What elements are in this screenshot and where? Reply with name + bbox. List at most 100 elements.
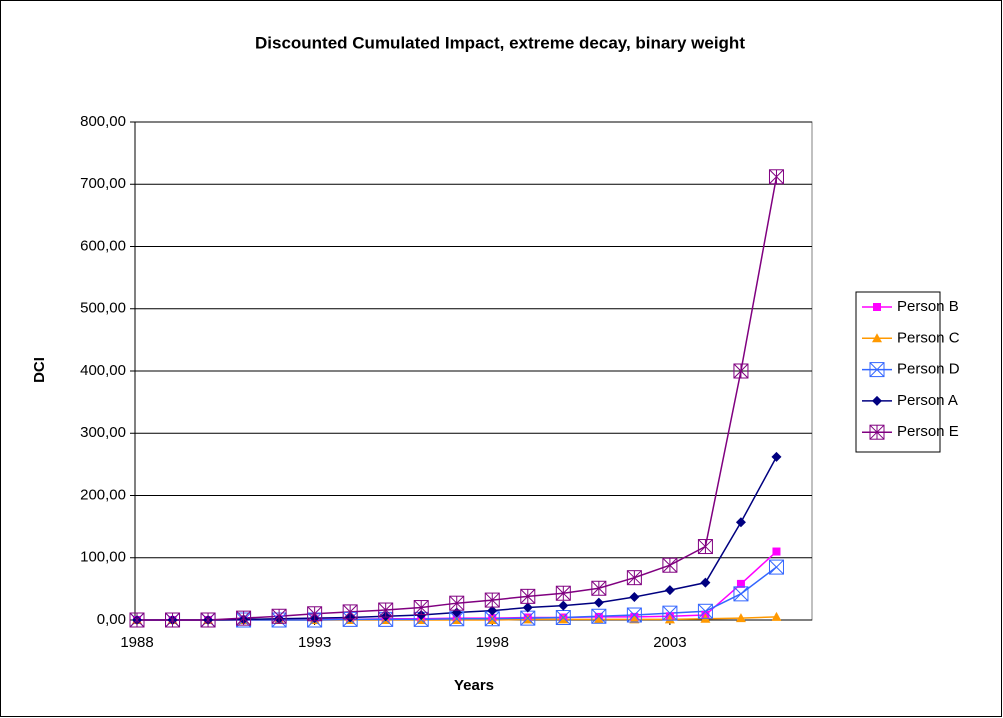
marker-shape	[700, 577, 711, 588]
marker	[768, 169, 784, 185]
marker	[558, 614, 569, 624]
marker-shape	[733, 363, 749, 379]
marker-shape	[342, 604, 358, 620]
marker	[593, 614, 604, 624]
marker-shape	[165, 612, 180, 628]
marker-shape	[591, 580, 607, 596]
marker-shape	[629, 614, 640, 624]
marker-shape	[200, 612, 216, 628]
marker-shape	[736, 579, 745, 588]
marker	[591, 608, 607, 624]
marker	[593, 597, 604, 608]
legend-label: Person E	[897, 423, 959, 440]
marker	[873, 303, 881, 311]
marker-shape	[772, 547, 781, 556]
marker	[735, 517, 746, 528]
marker-shape	[555, 610, 571, 625]
marker-shape	[378, 602, 394, 618]
marker-shape	[733, 586, 749, 602]
marker-shape	[662, 557, 678, 573]
marker-shape	[591, 608, 607, 624]
marker-shape	[698, 539, 713, 554]
marker-shape	[664, 614, 675, 624]
marker-shape	[873, 303, 881, 311]
y-tick-label: 500,00	[80, 300, 126, 317]
marker-shape	[487, 605, 498, 616]
marker	[626, 570, 642, 586]
marker-shape	[662, 605, 678, 621]
marker	[629, 591, 640, 602]
marker	[772, 547, 781, 556]
marker-shape	[733, 586, 749, 602]
marker	[271, 608, 287, 624]
marker	[733, 586, 749, 602]
marker	[869, 362, 885, 378]
marker-shape	[771, 611, 782, 621]
marker-shape	[698, 603, 713, 619]
legend-label: Person D	[897, 361, 960, 378]
marker-shape	[129, 612, 145, 628]
marker	[771, 451, 782, 462]
marker-shape	[449, 595, 465, 611]
marker	[555, 585, 571, 601]
marker	[413, 600, 429, 616]
marker-shape	[869, 362, 885, 378]
y-tick-label: 800,00	[80, 113, 126, 130]
marker	[629, 614, 640, 624]
marker-shape	[593, 597, 604, 608]
marker-shape	[522, 602, 533, 613]
marker-shape	[449, 611, 465, 627]
marker	[662, 605, 678, 621]
marker	[768, 559, 784, 575]
marker	[378, 602, 394, 618]
marker-shape	[735, 613, 746, 623]
marker-shape	[872, 395, 882, 406]
marker	[697, 603, 713, 619]
chart-title: Discounted Cumulated Impact, extreme dec…	[255, 33, 745, 52]
marker	[484, 592, 500, 608]
marker-shape	[662, 605, 678, 621]
marker	[520, 588, 536, 604]
marker-shape	[558, 614, 569, 624]
marker	[662, 557, 678, 573]
marker-shape	[735, 517, 746, 528]
legend-label: Person A	[897, 392, 958, 409]
marker	[664, 585, 675, 596]
marker	[307, 606, 323, 622]
marker	[700, 577, 711, 588]
marker-shape	[307, 606, 322, 622]
y-tick-label: 700,00	[80, 175, 126, 192]
marker	[869, 424, 885, 440]
marker-shape	[664, 585, 675, 596]
marker-shape	[558, 600, 569, 611]
marker	[872, 333, 882, 343]
marker	[733, 363, 749, 379]
marker	[129, 612, 145, 628]
y-tick-label: 0,00	[97, 611, 126, 628]
marker-shape	[236, 610, 251, 626]
marker-shape	[869, 362, 885, 377]
x-tick-label: 1993	[298, 634, 331, 651]
marker	[771, 611, 782, 621]
y-axis-title: DCI	[31, 357, 48, 383]
marker	[735, 613, 746, 623]
marker-shape	[520, 588, 536, 604]
marker	[872, 395, 882, 406]
marker	[697, 539, 713, 555]
x-tick-label: 1988	[120, 634, 153, 651]
x-axis-title: Years	[454, 677, 494, 694]
y-tick-label: 100,00	[80, 549, 126, 566]
marker-shape	[769, 559, 784, 575]
marker	[591, 580, 607, 596]
marker-shape	[520, 610, 536, 626]
marker-shape	[484, 592, 500, 608]
x-tick-label: 1998	[476, 634, 509, 651]
marker-shape	[771, 451, 782, 462]
marker	[236, 610, 252, 626]
marker-shape	[413, 600, 429, 615]
marker-shape	[872, 333, 882, 343]
marker-shape	[697, 603, 713, 619]
y-tick-label: 200,00	[80, 486, 126, 503]
